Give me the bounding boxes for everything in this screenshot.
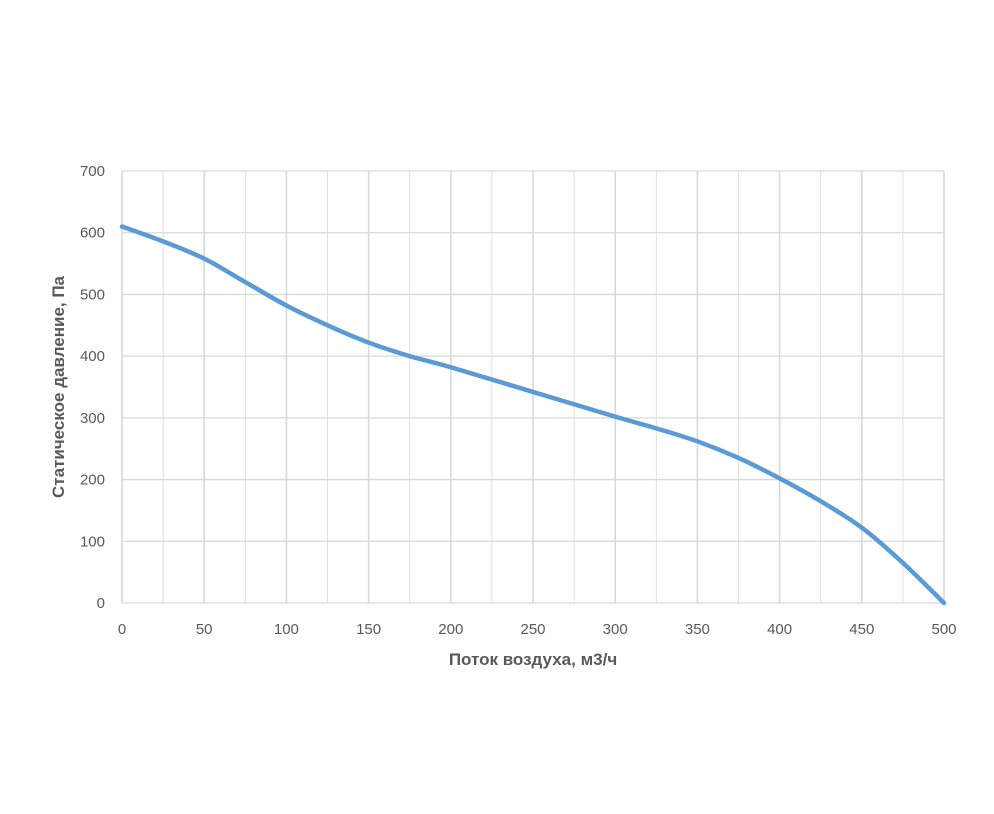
y-tick-label: 200 [80,472,105,489]
series-line [119,224,947,606]
y-tick-label: 700 [80,163,105,180]
x-tick-label: 500 [931,621,956,638]
x-axis-ticks: 0 50 100 150 200 250 300 350 400 450 500 [118,621,957,638]
y-tick-label: 400 [80,348,105,365]
y-tick-label: 500 [80,286,105,303]
x-axis-title: Поток воздуха, м3/ч [449,650,617,669]
x-tick-label: 300 [603,621,628,638]
y-axis-title: Статическое давление, Па [49,275,68,498]
y-tick-label: 600 [80,225,105,242]
y-tick-label: 0 [97,595,105,612]
y-axis-ticks: 0 100 200 300 400 500 600 700 [80,163,105,612]
y-tick-label: 100 [80,533,105,550]
x-tick-label: 50 [196,621,213,638]
x-tick-label: 150 [356,621,381,638]
grid-lines [121,170,945,604]
series-layer [119,224,947,606]
x-tick-label: 400 [767,621,792,638]
x-tick-label: 450 [849,621,874,638]
x-tick-label: 250 [520,621,545,638]
x-tick-label: 0 [118,621,126,638]
y-tick-label: 300 [80,410,105,427]
x-tick-label: 100 [274,621,299,638]
x-tick-label: 350 [685,621,710,638]
x-tick-label: 200 [438,621,463,638]
